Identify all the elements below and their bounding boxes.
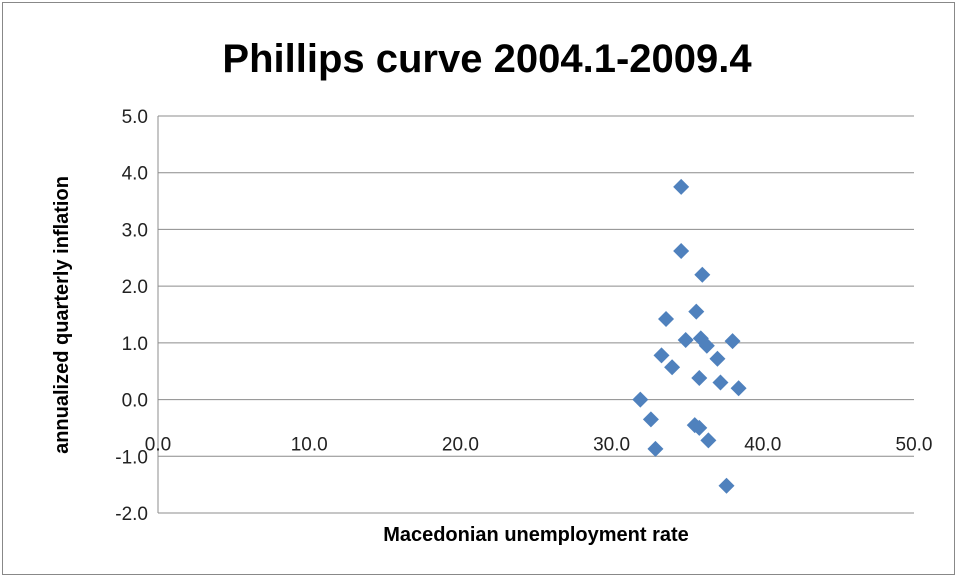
- data-point-4: [658, 311, 675, 328]
- y-tick-label: 0.0: [122, 391, 148, 412]
- grid-lines: [157, 115, 914, 514]
- data-point-1: [673, 242, 690, 259]
- x-tick-label: 50.0: [896, 435, 933, 456]
- chart-title: Phillips curve 2004.1-2009.4: [222, 37, 752, 81]
- x-tick-label: 40.0: [744, 435, 781, 456]
- y-tick-label: 4.0: [122, 164, 148, 185]
- data-point-21: [718, 477, 735, 494]
- data-point-9: [653, 347, 670, 364]
- data-point-20: [647, 440, 664, 457]
- x-tick-label: 20.0: [442, 435, 479, 456]
- data-point-16: [642, 411, 659, 428]
- x-axis-label: Macedonian unemployment rate: [383, 524, 689, 546]
- data-point-12: [691, 370, 708, 387]
- data-point-14: [730, 380, 747, 397]
- y-axis-label: annualized quarterly inflation: [51, 176, 73, 454]
- data-point-2: [694, 266, 711, 283]
- y-tick-label: 3.0: [122, 220, 148, 241]
- x-tick-label: 10.0: [291, 435, 328, 456]
- y-tick-label: 2.0: [122, 277, 148, 298]
- data-point-11: [664, 359, 681, 376]
- data-point-15: [632, 391, 649, 408]
- data-point-19: [700, 432, 717, 449]
- data-point-7: [698, 337, 715, 354]
- y-tick-labels: 5.0 4.0 3.0 2.0 1.0 0.0 -1.0 -2.0: [115, 107, 148, 525]
- y-tick-label: -1.0: [115, 447, 148, 468]
- data-point-18: [691, 419, 708, 436]
- data-point-13: [712, 374, 729, 391]
- x-tick-label: 30.0: [593, 435, 630, 456]
- x-tick-labels: 0.0 10.0 20.0 30.0 40.0 50.0: [145, 435, 933, 456]
- data-point-10: [709, 350, 726, 367]
- data-point-0: [673, 178, 690, 195]
- data-points: [632, 178, 747, 494]
- data-point-8: [724, 333, 741, 350]
- data-point-5: [677, 332, 694, 349]
- y-tick-label: -2.0: [115, 504, 148, 525]
- y-tick-label: 5.0: [122, 107, 148, 128]
- x-tick-label: 0.0: [145, 435, 171, 456]
- y-tick-label: 1.0: [122, 334, 148, 355]
- data-point-3: [688, 303, 705, 320]
